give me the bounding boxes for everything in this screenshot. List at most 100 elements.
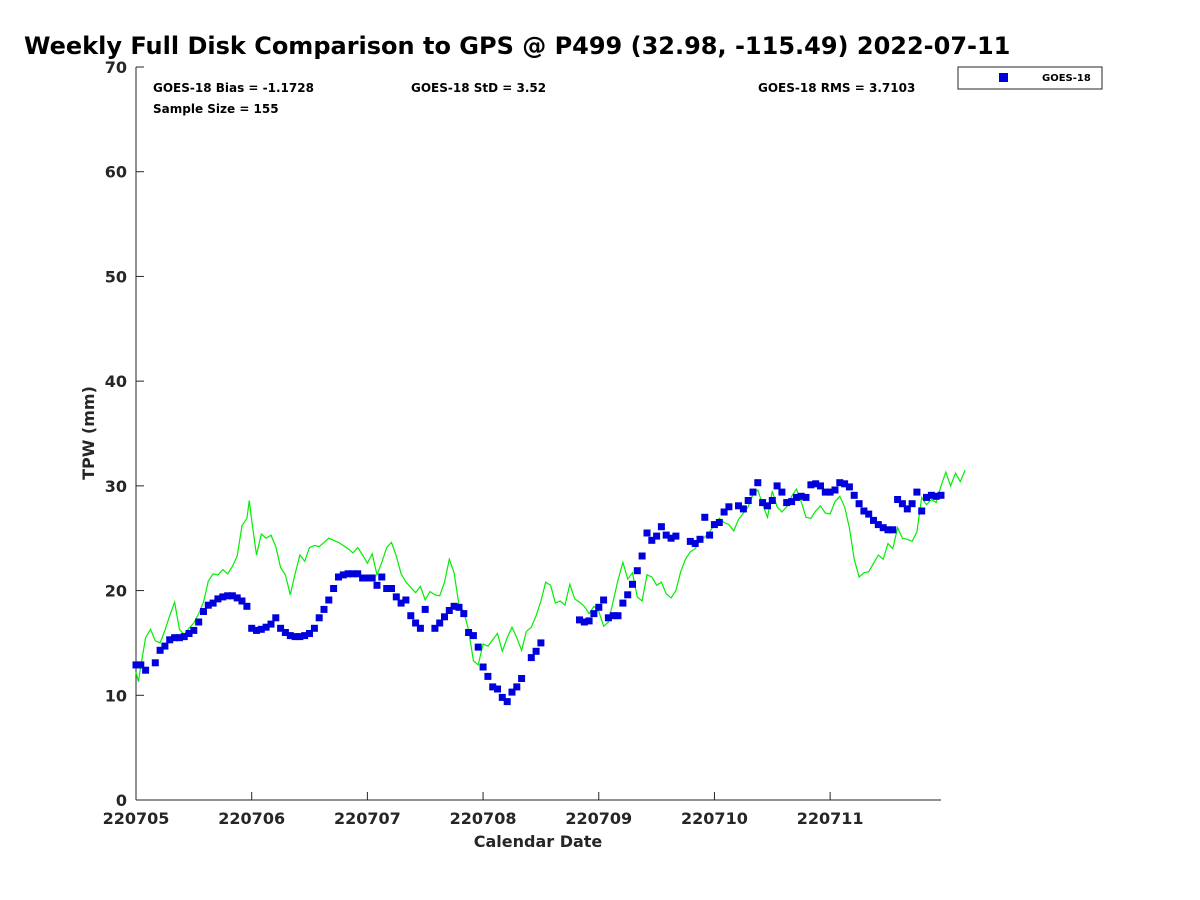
goes18-point bbox=[407, 612, 415, 620]
goes18-point bbox=[720, 508, 728, 516]
goes18-point bbox=[831, 486, 839, 494]
goes18-point bbox=[739, 505, 747, 513]
goes18-point bbox=[629, 580, 636, 588]
goes18-point bbox=[850, 491, 858, 499]
goes18-point bbox=[200, 608, 207, 615]
goes18-point bbox=[710, 521, 718, 529]
goes18-point bbox=[865, 510, 873, 518]
goes18-points-layer bbox=[132, 479, 945, 706]
goes18-point bbox=[301, 632, 309, 640]
goes18-point bbox=[874, 521, 882, 529]
goes18-point bbox=[402, 596, 410, 604]
goes18-point bbox=[378, 573, 386, 581]
goes18-point bbox=[238, 597, 246, 605]
goes18-point bbox=[889, 526, 897, 534]
goes18-point bbox=[151, 659, 159, 667]
goes18-point bbox=[349, 570, 357, 578]
goes18-point bbox=[185, 630, 193, 637]
goes18-point bbox=[894, 496, 902, 503]
goes18-point bbox=[836, 479, 844, 487]
stats-block: GOES-18 Bias = -1.1728 GOES-18 StD = 3.5… bbox=[153, 81, 915, 116]
goes18-point bbox=[171, 634, 179, 642]
stat-bias: GOES-18 Bias = -1.1728 bbox=[153, 81, 314, 95]
goes18-point bbox=[479, 663, 487, 671]
legend-marker-goes18 bbox=[999, 73, 1008, 82]
goes18-point bbox=[469, 632, 477, 640]
goes18-point bbox=[253, 626, 260, 634]
goes18-point bbox=[923, 493, 930, 501]
stat-rms: GOES-18 RMS = 3.7103 bbox=[758, 81, 915, 95]
goes18-point bbox=[696, 535, 704, 543]
goes18-point bbox=[903, 505, 911, 513]
goes18-point bbox=[354, 570, 362, 578]
goes18-point bbox=[190, 626, 198, 634]
x-tick-label: 220707 bbox=[334, 809, 401, 828]
goes18-point bbox=[368, 574, 376, 582]
goes18-point bbox=[576, 616, 583, 624]
goes18-point bbox=[657, 523, 665, 531]
goes18-point bbox=[455, 603, 463, 611]
goes18-point bbox=[161, 642, 169, 650]
goes18-point bbox=[768, 497, 776, 504]
goes18-point bbox=[243, 602, 251, 610]
goes18-point bbox=[638, 552, 646, 560]
goes18-point bbox=[653, 532, 661, 540]
goes18-point bbox=[715, 519, 723, 526]
goes18-point bbox=[421, 605, 429, 613]
goes18-point bbox=[166, 636, 174, 644]
goes18-point bbox=[431, 624, 439, 632]
goes18-point bbox=[436, 619, 444, 627]
goes18-point bbox=[744, 497, 752, 504]
goes18-point bbox=[691, 540, 699, 547]
legend-box bbox=[957, 66, 1103, 90]
goes18-point bbox=[845, 483, 853, 491]
goes18-point bbox=[648, 536, 656, 544]
goes18-point bbox=[792, 493, 800, 501]
goes18-point bbox=[359, 574, 367, 582]
goes18-point bbox=[614, 612, 622, 620]
goes18-point bbox=[918, 507, 926, 515]
y-tick-label: 50 bbox=[105, 267, 127, 286]
y-tick-label: 60 bbox=[105, 163, 127, 182]
y-tick-label: 40 bbox=[105, 372, 127, 391]
goes18-point bbox=[209, 599, 217, 607]
goes18-point bbox=[604, 614, 612, 622]
goes18-point bbox=[277, 624, 285, 632]
x-ticks: 220705 220706 220707 220708 220709 220710 2207… bbox=[103, 792, 864, 828]
axes bbox=[135, 67, 941, 801]
goes18-point bbox=[879, 524, 887, 532]
goes18-point bbox=[503, 698, 511, 706]
goes18-point bbox=[286, 632, 294, 640]
goes18-point bbox=[233, 594, 241, 602]
x-tick-label: 220705 bbox=[103, 809, 170, 828]
goes18-point bbox=[802, 493, 810, 501]
goes18-point bbox=[667, 534, 675, 542]
goes18-point bbox=[609, 612, 617, 620]
goes18-point bbox=[870, 516, 877, 524]
goes18-point bbox=[474, 643, 482, 651]
legend-label-goes18: GOES-18 bbox=[1042, 73, 1091, 84]
goes18-point bbox=[465, 629, 473, 636]
goes18-point bbox=[296, 633, 304, 641]
goes18-point bbox=[339, 571, 347, 579]
goes18-point bbox=[764, 502, 771, 510]
goes18-point bbox=[826, 488, 834, 496]
y-tick-label: 10 bbox=[105, 686, 127, 705]
goes18-point bbox=[397, 599, 405, 607]
y-tick-label: 0 bbox=[116, 791, 127, 810]
goes18-point bbox=[267, 620, 275, 628]
goes18-point bbox=[908, 500, 916, 508]
chart-title: Weekly Full Disk Comparison to GPS @ P49… bbox=[24, 32, 1010, 60]
goes18-point bbox=[214, 595, 222, 603]
goes18-point bbox=[195, 618, 203, 626]
goes18-point bbox=[204, 601, 212, 609]
goes18-point bbox=[788, 498, 796, 506]
goes18-point bbox=[913, 488, 921, 496]
goes18-point bbox=[585, 617, 593, 625]
goes18-point bbox=[262, 623, 270, 631]
goes18-point bbox=[363, 574, 371, 582]
y-tick-label: 70 bbox=[105, 58, 127, 77]
goes18-point bbox=[749, 488, 757, 496]
x-tick-label: 220709 bbox=[565, 809, 632, 828]
